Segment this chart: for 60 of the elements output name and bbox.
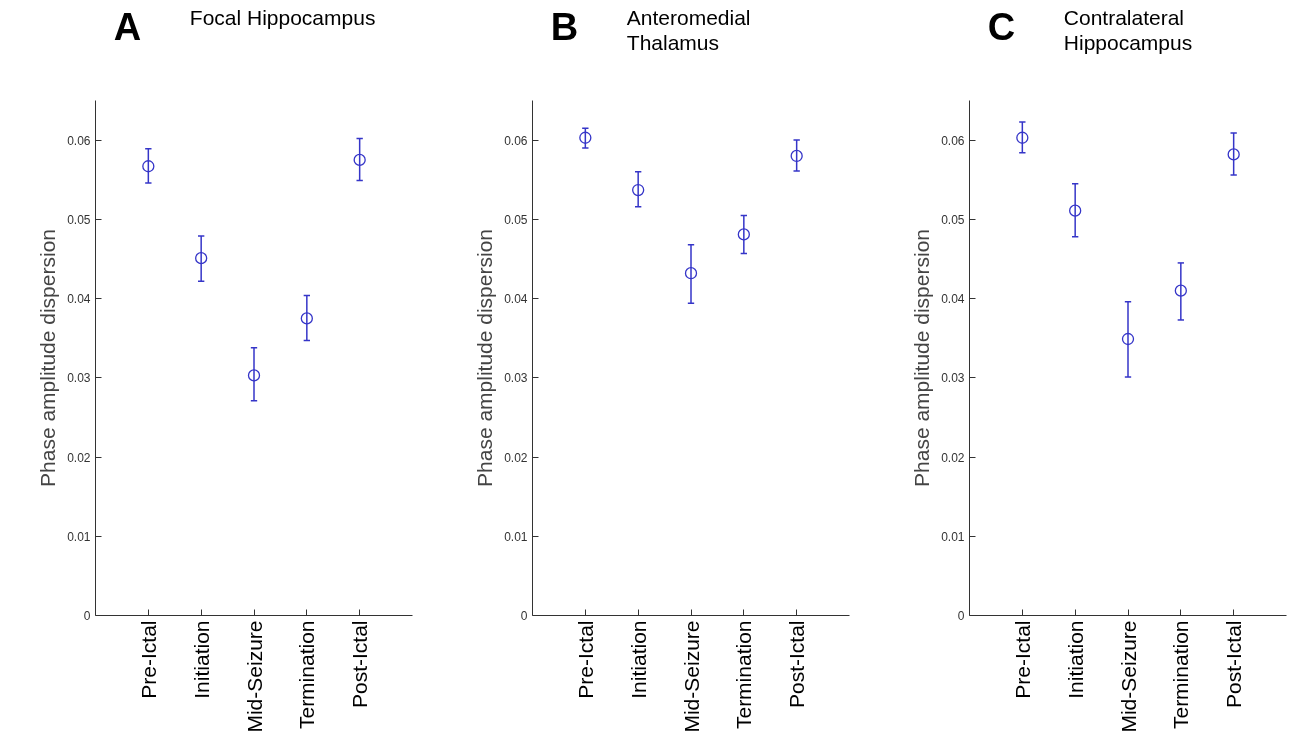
point — [632, 183, 645, 197]
y-tick-label: 0.06 — [67, 133, 91, 148]
y-tick-label: 0 — [957, 609, 965, 623]
chart-title: Focal Hippocampus — [189, 5, 376, 29]
point — [737, 228, 750, 241]
x-tick-label: Pre-Ictal — [573, 620, 597, 699]
point — [247, 369, 261, 382]
y-tick-label: 0.06 — [941, 133, 965, 148]
x-tick-label: Post-Ictal — [785, 620, 809, 709]
point — [1174, 284, 1187, 297]
point — [1069, 204, 1082, 217]
text: B — [550, 5, 579, 48]
y-tick-label: 0.05 — [67, 212, 91, 227]
chart-title: Contralateral Hippocampus — [1063, 5, 1193, 54]
point — [1121, 332, 1135, 346]
x-tick-label: Post-Ictal — [1222, 620, 1246, 709]
y-tick-label: 0.01 — [67, 529, 91, 544]
x-tick-label: Termination — [295, 620, 319, 730]
x-tick-label: Initiation — [626, 620, 650, 699]
y-tick-label: 0.06 — [504, 133, 528, 148]
y-axis-title: Phase amplitude dispersion — [910, 228, 934, 487]
point — [1016, 131, 1029, 144]
point — [684, 267, 698, 280]
text: C — [987, 5, 1016, 48]
x-tick-label: Mid-Seizure — [1116, 620, 1140, 733]
y-tick-label: 0.01 — [504, 529, 528, 544]
y-tick-label: 0.04 — [504, 292, 528, 307]
y-tick-label: 0 — [520, 609, 528, 623]
point — [195, 252, 208, 265]
x-tick-label: Pre-Ictal — [136, 620, 160, 699]
y-tick-label: 0.02 — [504, 450, 528, 465]
y-tick-label: 0.04 — [941, 292, 965, 307]
y-tick-label: 0.03 — [67, 371, 91, 386]
y-axis-title: Phase amplitude dispersion — [36, 228, 60, 487]
chart-title: Anteromedial Thalamus — [626, 5, 751, 54]
point — [579, 131, 592, 144]
y-tick-label: 0 — [83, 609, 91, 623]
y-tick-label: 0.02 — [941, 450, 965, 465]
point — [1227, 148, 1240, 161]
x-tick-label: Pre-Ictal — [1010, 620, 1034, 699]
x-tick-label: Mid-Seizure — [679, 620, 703, 733]
y-tick-label: 0.03 — [941, 371, 965, 386]
y-tick-label: 0.03 — [504, 371, 528, 386]
x-tick-label: Termination — [732, 620, 756, 730]
y-tick-label: 0.05 — [941, 212, 965, 227]
y-tick-label: 0.01 — [941, 529, 965, 544]
point — [353, 153, 366, 167]
y-axis-title: Phase amplitude dispersion — [473, 228, 497, 487]
point — [300, 312, 313, 325]
x-tick-label: Initiation — [189, 620, 213, 699]
point — [790, 149, 803, 163]
text: A — [113, 5, 142, 48]
x-tick-label: Termination — [1169, 620, 1193, 730]
x-tick-label: Post-Ictal — [348, 620, 372, 709]
x-tick-label: Initiation — [1063, 620, 1087, 699]
y-tick-label: 0.04 — [67, 292, 91, 307]
y-tick-label: 0.05 — [504, 212, 528, 227]
y-tick-label: 0.02 — [67, 450, 91, 465]
x-tick-label: Mid-Seizure — [242, 620, 266, 733]
point — [142, 160, 155, 173]
